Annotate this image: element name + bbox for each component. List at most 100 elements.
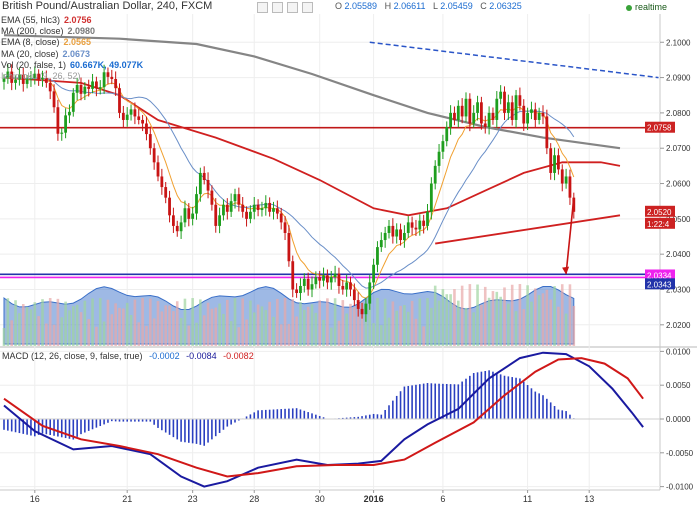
volume-bar xyxy=(299,302,302,346)
candle-body xyxy=(487,112,491,128)
volume-bar xyxy=(79,312,83,346)
candle-body xyxy=(283,222,287,233)
volume-bar xyxy=(518,284,522,346)
chart-header: British Pound/Australian Dollar, 240, FX… xyxy=(0,0,697,14)
price-tick-label: 2.0800 xyxy=(666,109,691,118)
candle-body xyxy=(41,77,44,80)
candle-body xyxy=(95,81,98,89)
macd-value-signal: -0.0082 xyxy=(223,351,254,361)
candle-body xyxy=(29,78,33,80)
candle-body xyxy=(376,247,379,265)
visibility-toggle-icon[interactable] xyxy=(257,2,268,13)
volume-bar xyxy=(568,284,572,346)
volume-bar xyxy=(310,304,314,346)
price-tick-label: 2.0900 xyxy=(666,74,691,83)
symbol-title[interactable]: British Pound/Australian Dollar, 240, FX… xyxy=(2,0,213,12)
close-icon[interactable] xyxy=(302,2,313,13)
volume-bar xyxy=(133,299,137,346)
minimize-icon[interactable] xyxy=(287,2,298,13)
indicator-row-ema8[interactable]: EMA (8, close) 2.0565 xyxy=(1,37,143,48)
candle-body xyxy=(10,71,14,83)
volume-bar xyxy=(376,298,379,346)
candle-body xyxy=(360,308,364,315)
indicator-value: 60.667K, 49.077K xyxy=(70,59,144,70)
candle-body xyxy=(403,232,406,241)
volume-bar xyxy=(534,288,537,346)
price-tag-bg xyxy=(645,278,675,290)
candle-body xyxy=(187,208,191,219)
candle-body xyxy=(141,119,144,124)
candle-body xyxy=(79,84,83,94)
volume-bar xyxy=(433,285,437,346)
candle-body xyxy=(472,112,476,124)
volume-bar xyxy=(41,299,44,346)
macd-tick-label: 0.0000 xyxy=(666,415,691,424)
price-tag-bg xyxy=(645,269,675,281)
candle-body xyxy=(71,92,75,112)
candle-body xyxy=(137,116,141,120)
volume-bar xyxy=(152,318,156,346)
volume-bar xyxy=(503,287,506,346)
volume-bar xyxy=(460,285,464,346)
volume-bar xyxy=(37,316,40,346)
indicator-row-volume[interactable]: Vol (20, false, 1) 60.667K, 49.077K xyxy=(1,60,143,71)
indicator-name: Vol (20, false, 1) xyxy=(1,59,67,70)
candle-body xyxy=(445,127,449,142)
realtime-status[interactable]: realtime xyxy=(625,2,667,12)
volume-bar xyxy=(303,309,306,346)
volume-bar xyxy=(68,310,71,346)
candle-body xyxy=(52,91,56,108)
price-tick-label: 2.0300 xyxy=(666,285,691,294)
candle-body xyxy=(310,284,314,290)
volume-bar xyxy=(233,298,237,346)
candle-body xyxy=(299,285,302,294)
candle-body xyxy=(568,176,572,198)
volume-bar xyxy=(507,303,510,346)
realtime-dot-icon xyxy=(625,4,632,11)
volume-bar xyxy=(472,312,475,346)
candle-body xyxy=(480,102,483,124)
volume-bar xyxy=(6,298,10,346)
volume-bar xyxy=(337,320,341,346)
indicator-row-ichimoku[interactable]: Ichimoku (9, 26, 52) xyxy=(1,71,143,82)
candle-body xyxy=(333,273,337,278)
volume-bar xyxy=(572,305,576,346)
candle-body xyxy=(202,172,206,180)
macd-value-histogram: -0.0002 xyxy=(149,351,180,361)
candle-body xyxy=(183,208,187,223)
volume-bar xyxy=(29,309,33,346)
indicator-row-ma20[interactable]: MA (20, close) 2.0673 xyxy=(1,49,143,60)
volume-bar xyxy=(137,322,141,346)
candle-body xyxy=(275,208,279,214)
volume-bar xyxy=(45,323,48,346)
candle-body xyxy=(291,261,295,290)
candle-body xyxy=(256,204,260,211)
volume-bar xyxy=(210,308,214,346)
volume-bar xyxy=(530,301,533,346)
volume-bar xyxy=(241,298,244,346)
volume-bar xyxy=(422,326,425,346)
candle-body xyxy=(553,155,556,173)
candle-body xyxy=(306,278,310,290)
volume-bar xyxy=(418,298,422,346)
candle-body xyxy=(48,82,52,92)
candle-body xyxy=(468,98,472,124)
candle-body xyxy=(279,213,283,223)
candle-body xyxy=(483,123,487,128)
volume-bar xyxy=(25,307,29,346)
macd-legend[interactable]: MACD (12, 26, close, 9, false, true) -0.… xyxy=(2,351,254,361)
candle-body xyxy=(329,277,333,283)
candle-body xyxy=(429,183,433,212)
candle-body xyxy=(98,87,102,89)
indicator-row-ema55[interactable]: EMA (55, hlc3) 2.0756 xyxy=(1,15,143,26)
candle-body xyxy=(510,102,514,120)
candles xyxy=(2,64,576,322)
volume-bar xyxy=(252,312,256,346)
volume-bar xyxy=(276,298,279,346)
volume-bar xyxy=(468,284,472,346)
candle-body xyxy=(503,91,506,113)
candle-body xyxy=(179,222,183,232)
settings-icon[interactable] xyxy=(272,2,283,13)
indicator-row-ma200[interactable]: MA (200, close) 2.0980 xyxy=(1,26,143,37)
